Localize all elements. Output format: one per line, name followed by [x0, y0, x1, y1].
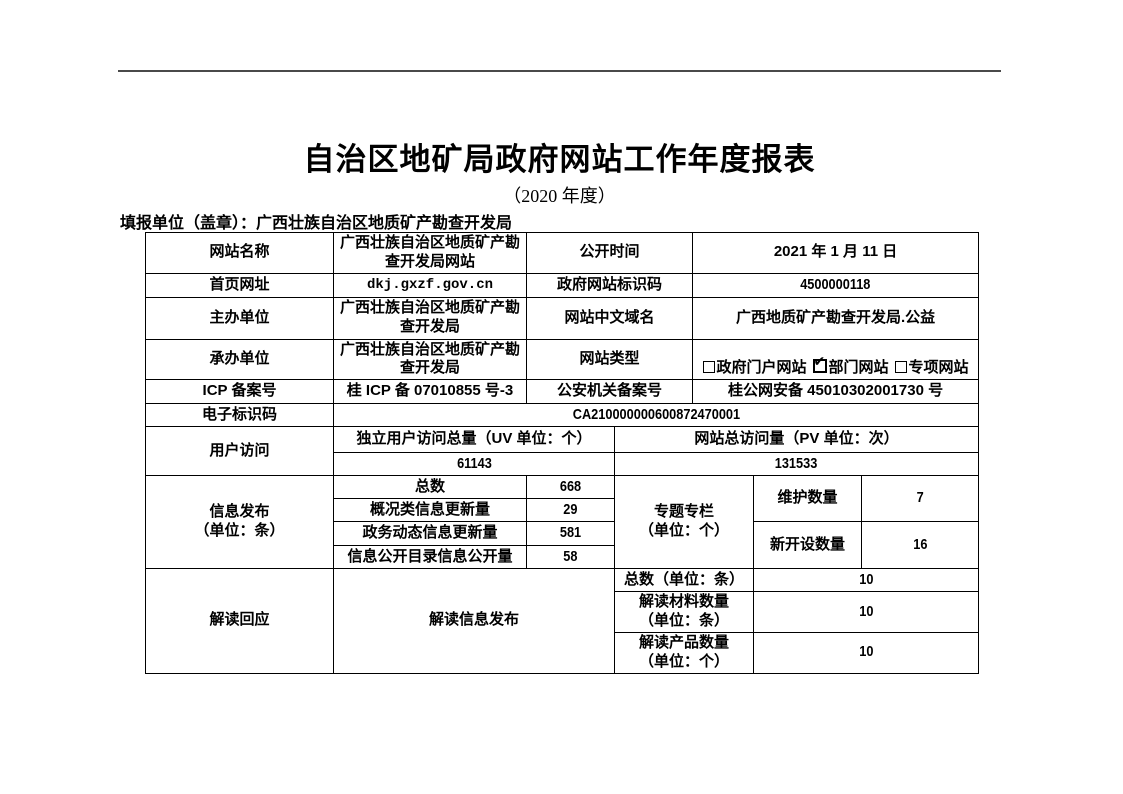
info-publish-row-name: 总数	[333, 475, 527, 499]
info-publish-row-value: 29	[526, 498, 615, 522]
table-row: ICP 备案号 桂 ICP 备 07010855 号-3 公安机关备案号 桂公网…	[145, 379, 980, 404]
security-filing-label: 公安机关备案号	[525, 379, 694, 404]
icp-number-value: 桂 ICP 备 07010855 号-3	[333, 379, 527, 404]
site-name-value: 广西壮族自治区地质矿产勘查开发局网站	[333, 232, 527, 274]
table-row: 首页网址 dkj.gxzf.gov.cn 政府网站标识码 4500000118	[145, 272, 980, 298]
interpretation-row-value: 10	[753, 632, 980, 674]
electronic-id-label: 电子标识码	[145, 403, 334, 427]
checkbox-unchecked-icon	[702, 361, 715, 374]
chinese-domain-value: 广西地质矿产勘查开发局.公益	[692, 296, 980, 340]
info-publish-row-name: 概况类信息更新量	[333, 498, 527, 522]
icp-number-label: ICP 备案号	[145, 379, 334, 404]
uv-value: 61143	[333, 452, 615, 476]
special-columns-label: 专题专栏 （单位：个）	[613, 475, 755, 569]
table-row: 信息发布 （单位：条） 总数 668 专题专栏 （单位：个） 维护数量 7	[145, 475, 980, 569]
option-label: 政府门户网站	[716, 360, 807, 377]
host-unit-value: 广西壮族自治区地质矿产勘查开发局	[333, 296, 527, 340]
interpretation-row-value: 10	[753, 591, 980, 633]
table-row: 61143 131533	[146, 452, 980, 476]
publish-time-value: 2021 年 1 月 11 日	[692, 232, 980, 274]
info-publish-row-name: 政务动态信息更新量	[333, 521, 527, 546]
page-title: 自治区地矿局政府网站工作年度报表	[303, 142, 816, 177]
info-publish-row-value: 668	[526, 475, 615, 499]
maintained-count-value: 7	[861, 475, 980, 522]
site-name-label: 网站名称	[145, 232, 334, 274]
reporting-unit-line: 填报单位（盖章）：广西壮族自治区地质矿产勘查开发局	[120, 215, 513, 232]
new-columns-label: 新开设数量	[753, 521, 863, 569]
table-row: 解读回应 解读信息发布 总数（单位：条） 10	[145, 568, 980, 674]
user-visits-label: 用户访问	[145, 426, 334, 476]
uv-header: 独立用户访问总量（UV 单位：个）	[333, 426, 615, 453]
table-row: 承办单位 广西壮族自治区地质矿产勘查开发局 网站类型 政府门户网站 部门网站 专项网…	[145, 338, 980, 380]
checkbox-checked-icon	[812, 354, 827, 374]
interpretation-label: 解读回应	[145, 568, 334, 674]
interpretation-row-name: 总数（单位：条）	[613, 568, 755, 592]
site-type-option: 部门网站	[812, 354, 889, 377]
interpretation-row-name: 解读材料数量 （单位：条）	[613, 591, 755, 633]
table-row: 主办单位 广西壮族自治区地质矿产勘查开发局 网站中文域名 广西地质矿产勘查开发局…	[145, 296, 980, 340]
electronic-id-value: CA210000000600872470001	[332, 403, 980, 427]
site-type-option: 专项网站	[894, 360, 969, 377]
table-row: 网站名称 广西壮族自治区地质矿产勘查开发局网站 公开时间 2021 年 1 月 …	[145, 232, 980, 274]
info-publish-row-name: 信息公开目录信息公开量	[333, 545, 527, 569]
pv-header: 网站总访问量（PV 单位：次）	[613, 426, 980, 453]
option-label: 专项网站	[908, 360, 969, 377]
table-row: 政务动态信息更新量 581 新开设数量 16	[146, 521, 980, 569]
table-row: 电子标识码 CA210000000600872470001	[145, 403, 980, 427]
pv-value: 131533	[613, 452, 980, 476]
annual-report-table: 网站名称 广西壮族自治区地质矿产勘查开发局网站 公开时间 2021 年 1 月 …	[145, 232, 980, 674]
info-publish-label: 信息发布 （单位：条）	[145, 475, 334, 569]
interpretation-publish-label: 解读信息发布	[333, 568, 615, 674]
site-type-label: 网站类型	[525, 338, 694, 380]
info-publish-row-value: 581	[526, 521, 615, 546]
security-filing-value: 桂公网安备 45010302001730 号	[692, 379, 980, 404]
site-type-options: 政府门户网站 部门网站 专项网站	[692, 338, 980, 380]
page-header-rule	[118, 70, 1001, 72]
checkbox-unchecked-icon	[894, 361, 907, 374]
site-type-option: 政府门户网站	[702, 360, 807, 377]
new-columns-value: 16	[861, 521, 980, 569]
host-unit-label: 主办单位	[145, 296, 334, 340]
table-row: 信息公开目录信息公开量 58	[146, 545, 979, 569]
interpretation-row-value: 10	[753, 568, 980, 592]
table-row: 解读产品数量 （单位：个） 10	[146, 632, 980, 674]
organizer-unit-value: 广西壮族自治区地质矿产勘查开发局	[333, 338, 527, 380]
site-id-value: 4500000118	[692, 272, 980, 298]
interpretation-row-name: 解读产品数量 （单位：个）	[613, 632, 755, 674]
organizer-unit-label: 承办单位	[145, 338, 334, 380]
site-id-label: 政府网站标识码	[525, 272, 694, 298]
chinese-domain-label: 网站中文域名	[525, 296, 694, 340]
publish-time-label: 公开时间	[525, 232, 694, 274]
option-label: 部门网站	[828, 360, 889, 377]
page-subtitle: （2020 年度）	[503, 186, 616, 206]
maintained-count-label: 维护数量	[753, 475, 863, 522]
homepage-url-value: dkj.gxzf.gov.cn	[333, 272, 527, 298]
info-publish-row-value: 58	[526, 545, 615, 569]
table-row: 用户访问 独立用户访问总量（UV 单位：个） 网站总访问量（PV 单位：次）	[145, 426, 980, 476]
table-row: 解读材料数量 （单位：条） 10	[146, 591, 980, 633]
homepage-url-label: 首页网址	[145, 272, 334, 298]
